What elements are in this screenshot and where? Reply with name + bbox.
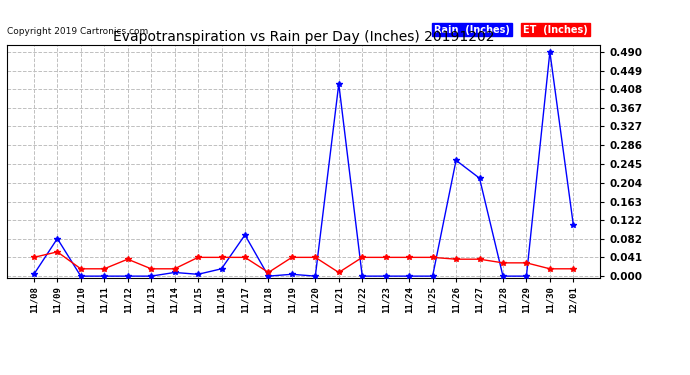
Text: ET  (Inches): ET (Inches) [523, 24, 588, 34]
Text: Copyright 2019 Cartronics.com: Copyright 2019 Cartronics.com [7, 27, 148, 36]
Title: Evapotranspiration vs Rain per Day (Inches) 20191202: Evapotranspiration vs Rain per Day (Inch… [113, 30, 494, 44]
Text: Rain  (Inches): Rain (Inches) [434, 24, 510, 34]
